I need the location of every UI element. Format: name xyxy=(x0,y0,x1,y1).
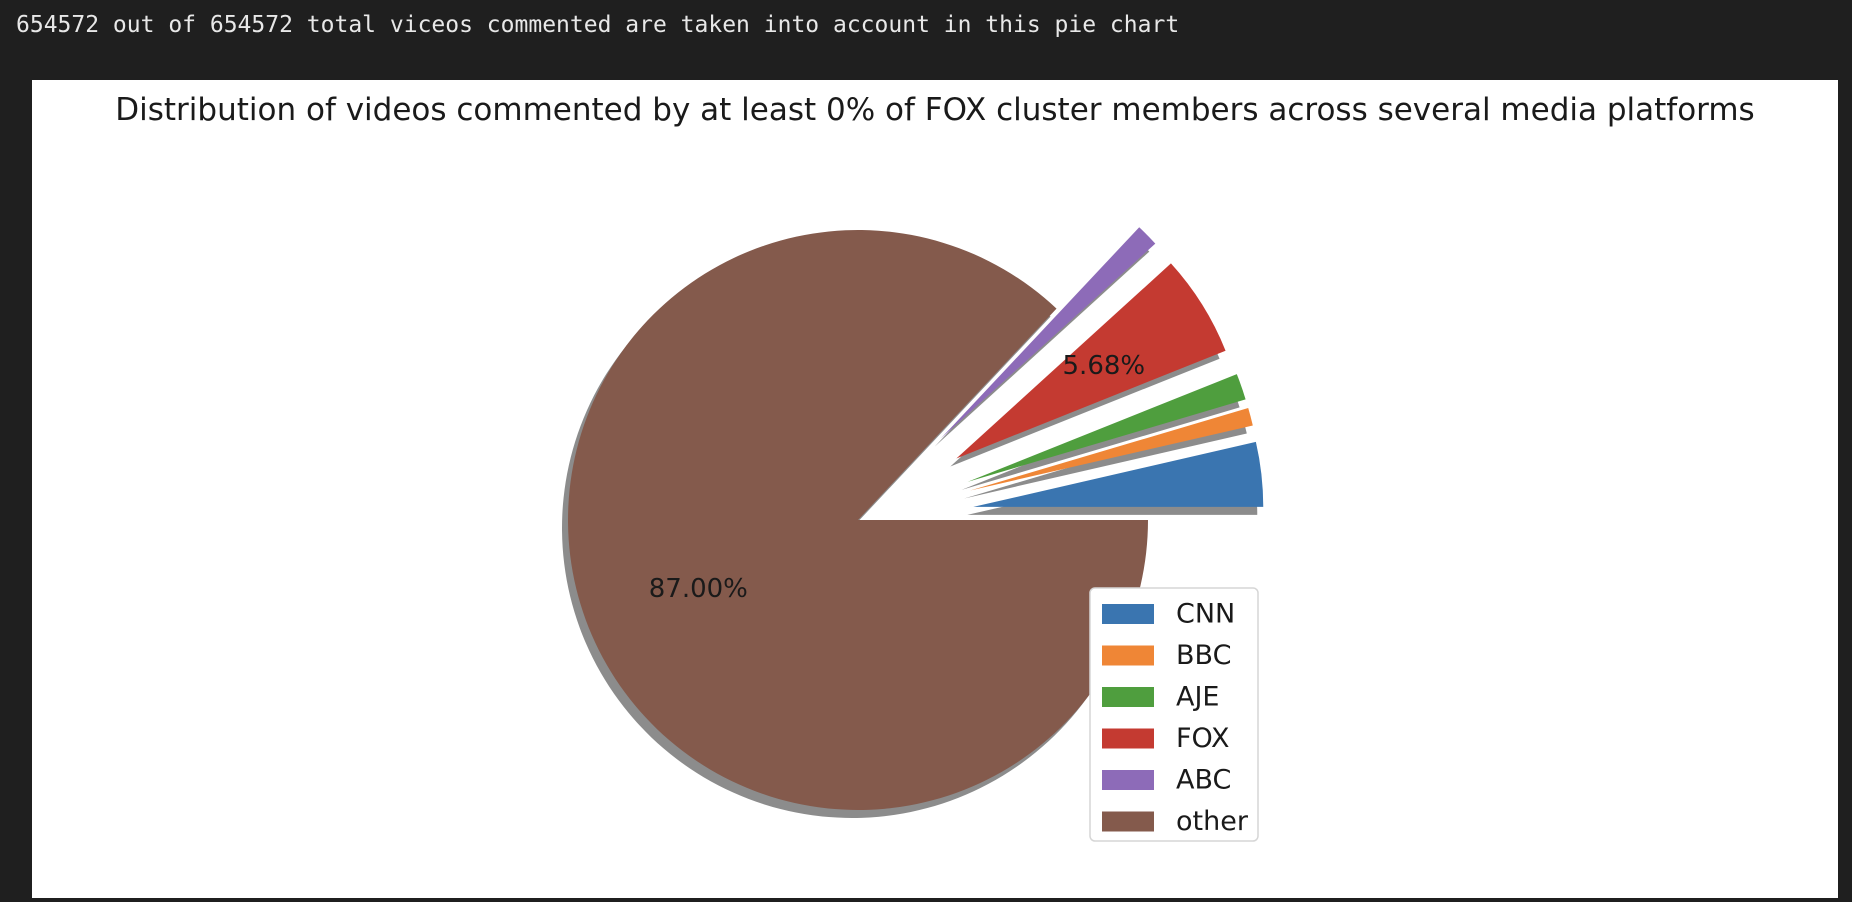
pie-slice-cnn xyxy=(973,441,1264,507)
legend-label-aje: AJE xyxy=(1176,682,1220,713)
legend-swatch-abc xyxy=(1102,770,1154,790)
pie-chart-figure: Distribution of videos commented by at l… xyxy=(32,80,1838,898)
pie-slice-other xyxy=(567,229,1148,810)
chart-title: Distribution of videos commented by at l… xyxy=(115,92,1754,128)
label-layer: 5.68% 87.00% xyxy=(649,351,1145,604)
pie-label-other: 87.00% xyxy=(649,574,748,604)
legend-swatch-other xyxy=(1102,811,1154,832)
pie-chart-svg: Distribution of videos commented by at l… xyxy=(115,92,1755,842)
legend-label-cnn: CNN xyxy=(1176,599,1235,630)
pie-slice-bbc xyxy=(970,408,1253,491)
wedge-layer xyxy=(567,227,1264,810)
pie-slice-fox xyxy=(956,263,1226,459)
pie-slice-aje xyxy=(967,374,1246,482)
pie-slice-abc xyxy=(940,227,1156,439)
legend-swatch-bbc xyxy=(1102,645,1154,666)
pie-label-fox: 5.68% xyxy=(1063,351,1146,381)
legend: CNN BBC AJE FOX ABC other xyxy=(1089,587,1259,842)
legend-swatch-cnn xyxy=(1102,604,1154,624)
legend-swatch-aje xyxy=(1102,687,1154,707)
legend-label-fox: FOX xyxy=(1176,723,1230,754)
legend-label-abc: ABC xyxy=(1176,765,1231,796)
legend-label-other: other xyxy=(1176,806,1249,837)
legend-label-bbc: BBC xyxy=(1176,640,1231,671)
cell-output-text: 654572 out of 654572 total viceos commen… xyxy=(16,12,1180,38)
legend-swatch-fox xyxy=(1102,728,1154,749)
